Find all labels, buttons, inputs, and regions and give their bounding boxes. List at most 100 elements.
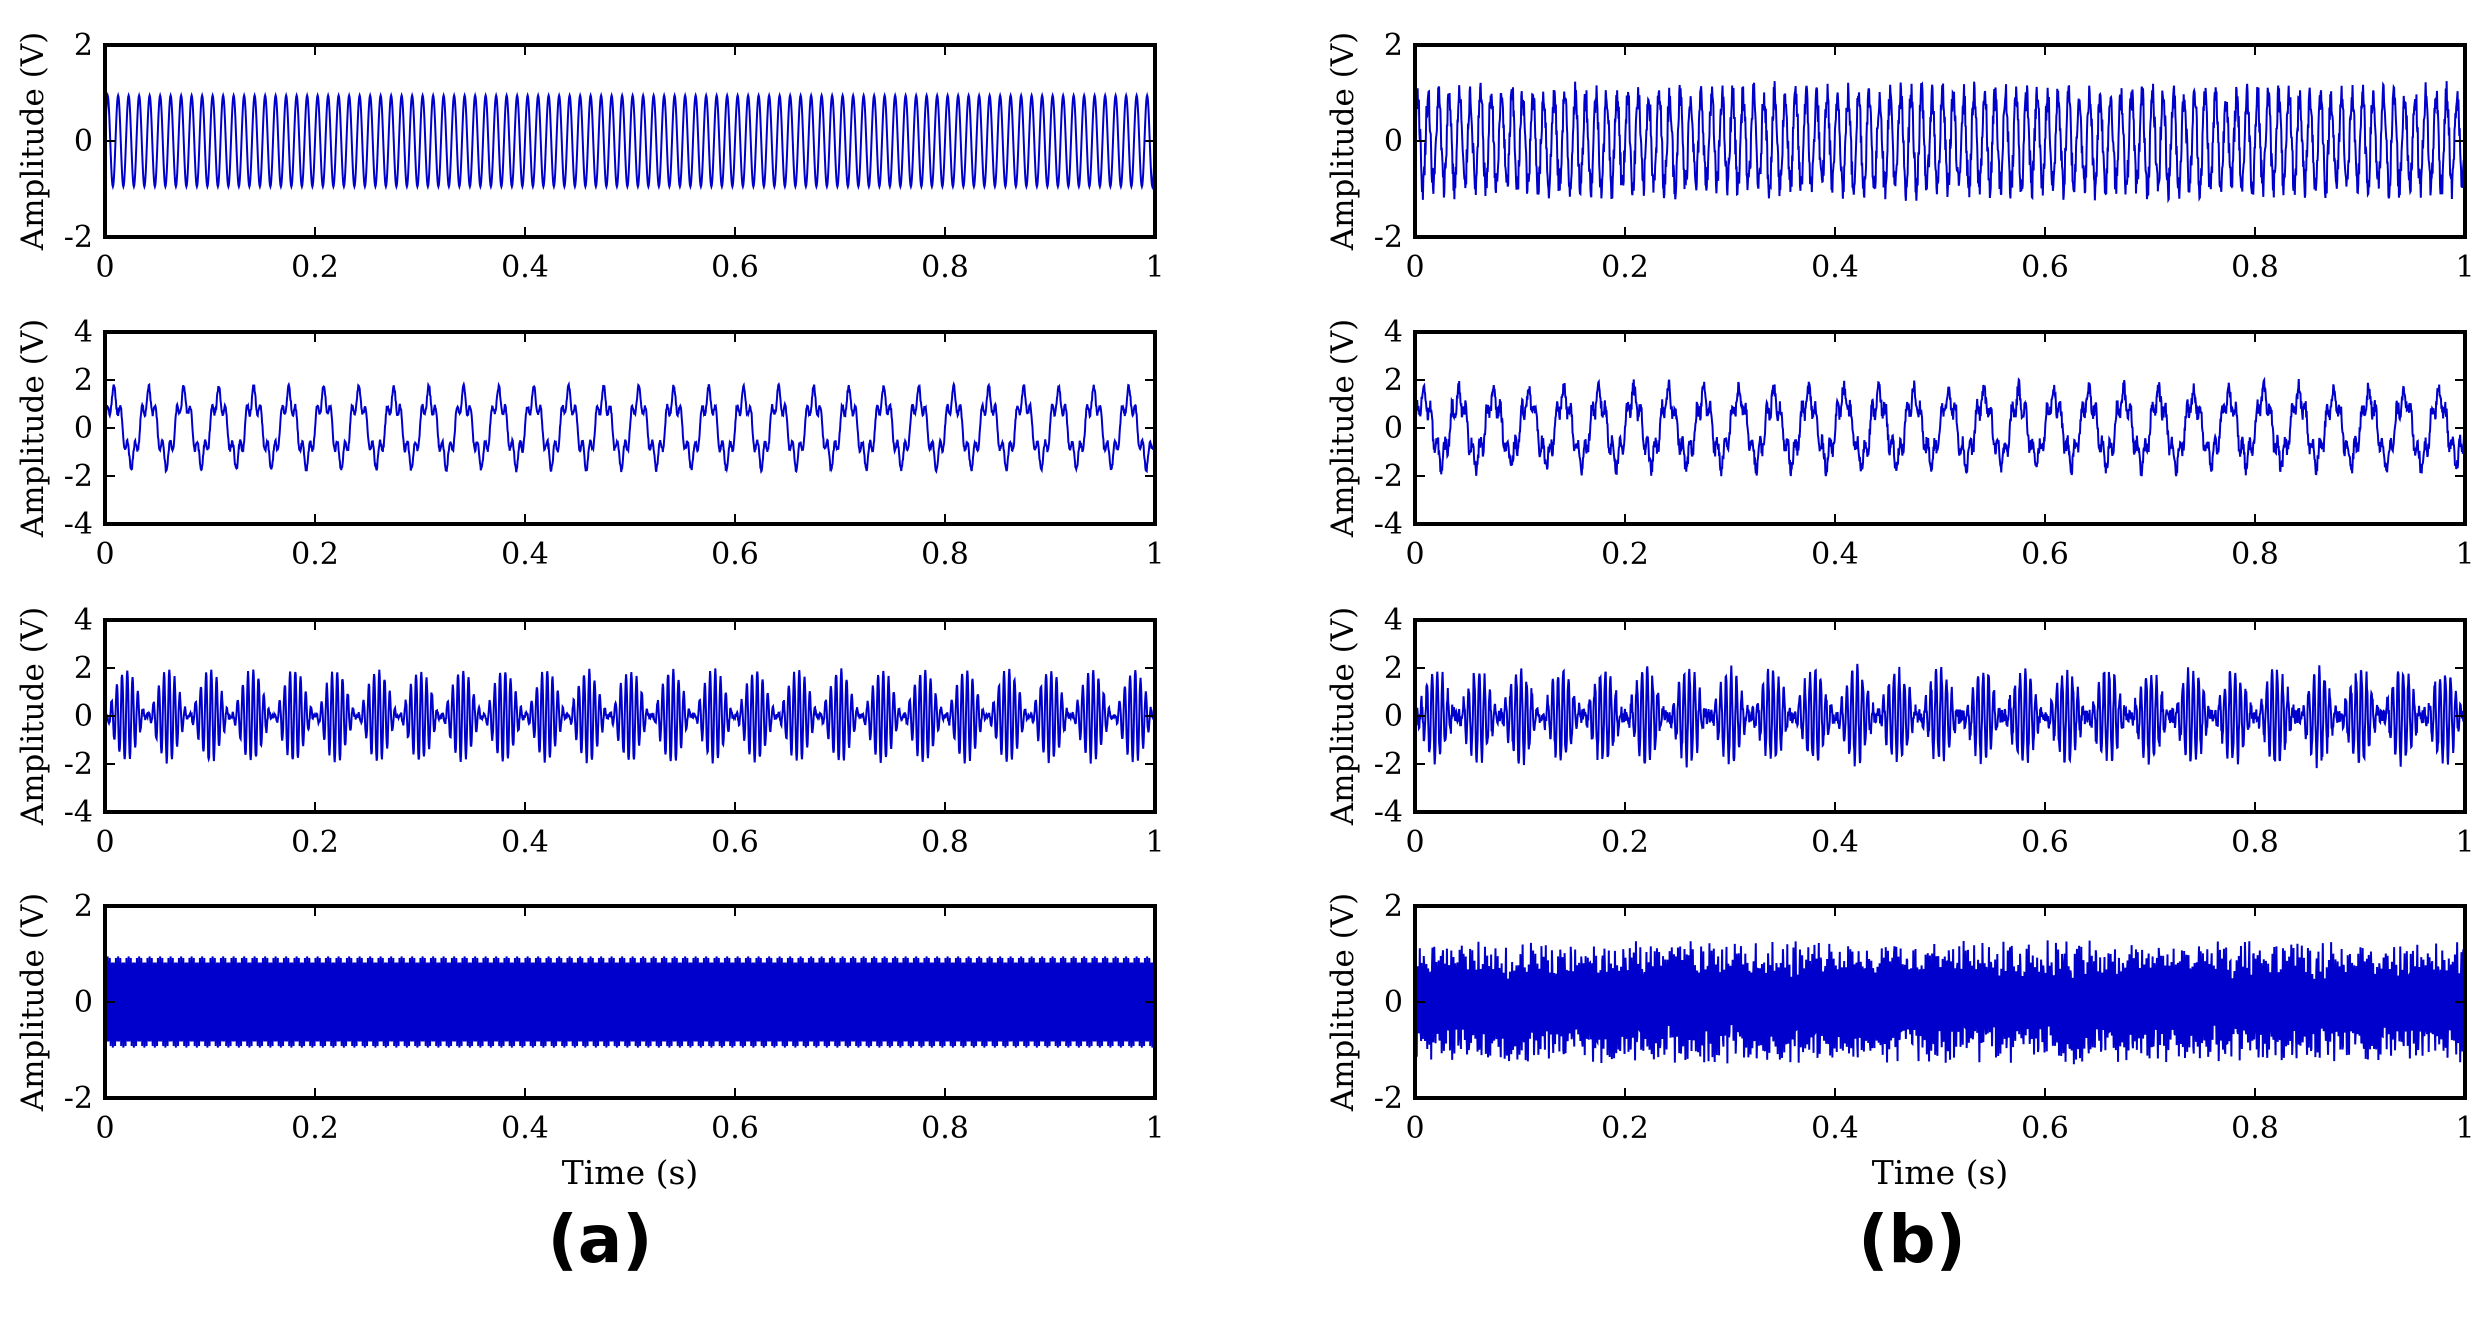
y-tick-label-b-4: 0 bbox=[1384, 985, 1403, 1020]
x-tick-label-b-1: 0 bbox=[1405, 250, 1424, 285]
x-tick-label-a-2: 1 bbox=[1145, 537, 1164, 572]
x-tick-label-a-1: 0.4 bbox=[501, 250, 549, 285]
x-tick-label-b-4: 0.4 bbox=[1811, 1111, 1859, 1146]
y-tick-label-b-3: 2 bbox=[1384, 651, 1403, 686]
x-tick-label-b-3: 0.8 bbox=[2231, 825, 2279, 860]
y-tick-label-a-2: -4 bbox=[64, 507, 93, 542]
signal-trace-a-3 bbox=[104, 668, 1156, 764]
x-tick-label-b-4: 0.8 bbox=[2231, 1111, 2279, 1146]
y-tick-label-b-2: 2 bbox=[1384, 363, 1403, 398]
y-tick-label-a-2: 4 bbox=[74, 315, 93, 350]
x-tick-label-b-3: 0 bbox=[1405, 825, 1424, 860]
y-axis-label-b-4: Amplitude (V) bbox=[1325, 893, 1361, 1113]
x-axis-label-a-4: Time (s) bbox=[562, 1153, 699, 1192]
y-tick-label-b-3: -2 bbox=[1374, 747, 1403, 782]
signal-trace-b-1 bbox=[1414, 81, 2466, 204]
x-tick-label-b-3: 0.4 bbox=[1811, 825, 1859, 860]
y-tick-label-b-2: -4 bbox=[1374, 507, 1403, 542]
y-tick-label-a-3: 2 bbox=[74, 651, 93, 686]
y-axis-label-a-2: Amplitude (V) bbox=[15, 319, 51, 539]
y-tick-label-a-2: -2 bbox=[64, 459, 93, 494]
x-tick-label-b-1: 0.2 bbox=[1601, 250, 1649, 285]
y-tick-label-a-3: -2 bbox=[64, 747, 93, 782]
y-tick-label-a-2: 2 bbox=[74, 363, 93, 398]
x-tick-label-b-3: 0.6 bbox=[2021, 825, 2069, 860]
x-tick-label-a-3: 0.2 bbox=[291, 825, 339, 860]
y-tick-label-b-2: 0 bbox=[1384, 411, 1403, 446]
x-tick-label-a-1: 0.6 bbox=[711, 250, 759, 285]
x-tick-label-a-4: 0.8 bbox=[921, 1111, 969, 1146]
y-axis-label-a-3: Amplitude (V) bbox=[15, 607, 51, 827]
x-tick-label-a-1: 0.8 bbox=[921, 250, 969, 285]
x-tick-label-a-4: 0.6 bbox=[711, 1111, 759, 1146]
y-tick-label-b-1: 0 bbox=[1384, 124, 1403, 159]
y-tick-label-b-3: 0 bbox=[1384, 699, 1403, 734]
y-tick-label-b-1: 2 bbox=[1384, 28, 1403, 63]
y-axis-label-a-4: Amplitude (V) bbox=[15, 893, 51, 1113]
x-tick-label-b-1: 1 bbox=[2455, 250, 2474, 285]
y-tick-label-a-3: 4 bbox=[74, 603, 93, 638]
x-tick-label-a-2: 0.4 bbox=[501, 537, 549, 572]
signal-trace-a-2 bbox=[104, 380, 1156, 475]
y-tick-label-a-3: 0 bbox=[74, 699, 93, 734]
x-tick-label-a-3: 0.6 bbox=[711, 825, 759, 860]
y-axis-label-b-1: Amplitude (V) bbox=[1325, 32, 1361, 252]
x-tick-label-b-2: 0.4 bbox=[1811, 537, 1859, 572]
y-tick-label-b-2: 4 bbox=[1384, 315, 1403, 350]
signal-trace-b-4 bbox=[1414, 940, 2466, 1065]
x-tick-label-a-1: 1 bbox=[1145, 250, 1164, 285]
x-tick-label-b-2: 0 bbox=[1405, 537, 1424, 572]
signal-trace-b-2 bbox=[1414, 376, 2466, 477]
y-tick-label-a-1: 0 bbox=[74, 124, 93, 159]
x-tick-label-b-4: 0.6 bbox=[2021, 1111, 2069, 1146]
x-tick-label-a-4: 0 bbox=[95, 1111, 114, 1146]
x-tick-label-a-2: 0.8 bbox=[921, 537, 969, 572]
y-tick-label-a-1: 2 bbox=[74, 28, 93, 63]
panel-label-a: (a) bbox=[548, 1201, 653, 1278]
x-tick-label-b-2: 0.8 bbox=[2231, 537, 2279, 572]
x-tick-label-b-3: 0.2 bbox=[1601, 825, 1649, 860]
x-tick-label-a-3: 1 bbox=[1145, 825, 1164, 860]
x-tick-label-b-4: 1 bbox=[2455, 1111, 2474, 1146]
signal-trace-a-4 bbox=[104, 956, 1156, 1048]
x-tick-label-a-3: 0 bbox=[95, 825, 114, 860]
x-tick-label-a-4: 0.2 bbox=[291, 1111, 339, 1146]
x-tick-label-b-2: 0.6 bbox=[2021, 537, 2069, 572]
x-tick-label-a-4: 1 bbox=[1145, 1111, 1164, 1146]
x-tick-label-b-2: 0.2 bbox=[1601, 537, 1649, 572]
x-tick-label-a-3: 0.4 bbox=[501, 825, 549, 860]
y-tick-label-b-4: -2 bbox=[1374, 1081, 1403, 1116]
x-tick-label-b-3: 1 bbox=[2455, 825, 2474, 860]
y-tick-label-b-3: -4 bbox=[1374, 795, 1403, 830]
x-tick-label-b-1: 0.8 bbox=[2231, 250, 2279, 285]
x-tick-label-a-4: 0.4 bbox=[501, 1111, 549, 1146]
x-tick-label-b-2: 1 bbox=[2455, 537, 2474, 572]
x-tick-label-a-2: 0.2 bbox=[291, 537, 339, 572]
y-tick-label-a-2: 0 bbox=[74, 411, 93, 446]
signal-trace-b-3 bbox=[1414, 663, 2466, 769]
x-tick-label-b-4: 0.2 bbox=[1601, 1111, 1649, 1146]
panel-label-b: (b) bbox=[1858, 1201, 1966, 1278]
x-tick-label-b-4: 0 bbox=[1405, 1111, 1424, 1146]
y-tick-label-a-4: 0 bbox=[74, 985, 93, 1020]
y-axis-label-b-2: Amplitude (V) bbox=[1325, 319, 1361, 539]
x-axis-label-b-4: Time (s) bbox=[1872, 1153, 2009, 1192]
y-tick-label-b-2: -2 bbox=[1374, 459, 1403, 494]
y-tick-label-b-4: 2 bbox=[1384, 889, 1403, 924]
x-tick-label-a-2: 0 bbox=[95, 537, 114, 572]
x-tick-label-b-1: 0.6 bbox=[2021, 250, 2069, 285]
y-tick-label-a-4: 2 bbox=[74, 889, 93, 924]
signal-trace-a-1 bbox=[104, 91, 1156, 191]
y-axis-label-a-1: Amplitude (V) bbox=[15, 32, 51, 252]
x-tick-label-a-2: 0.6 bbox=[711, 537, 759, 572]
y-tick-label-a-1: -2 bbox=[64, 220, 93, 255]
y-tick-label-a-3: -4 bbox=[64, 795, 93, 830]
y-axis-label-b-3: Amplitude (V) bbox=[1325, 607, 1361, 827]
y-tick-label-b-1: -2 bbox=[1374, 220, 1403, 255]
x-tick-label-a-1: 0.2 bbox=[291, 250, 339, 285]
x-tick-label-b-1: 0.4 bbox=[1811, 250, 1859, 285]
x-tick-label-a-1: 0 bbox=[95, 250, 114, 285]
y-tick-label-a-4: -2 bbox=[64, 1081, 93, 1116]
